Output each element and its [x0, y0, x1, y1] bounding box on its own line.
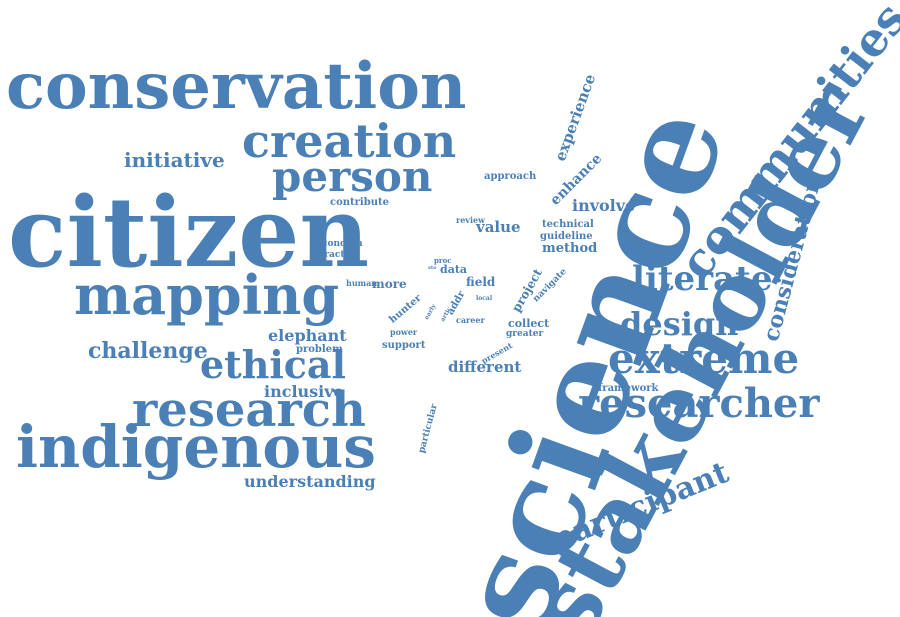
word-initiative: initiative	[124, 148, 225, 172]
word-framework: framework	[598, 383, 659, 394]
word-support: support	[382, 340, 426, 351]
word-elephant: elephant	[268, 326, 347, 345]
word-guideline: guideline	[540, 231, 593, 242]
word-particular: particular	[417, 402, 440, 455]
word-method: method	[542, 241, 598, 256]
word-proc: proc	[434, 256, 452, 265]
word-local: local	[476, 295, 493, 302]
word-collect: collect	[508, 317, 550, 330]
word-indigenous: indigenous	[16, 413, 376, 481]
word-ethical: ethical	[200, 342, 346, 387]
word-more: more	[372, 277, 407, 291]
word-extreme: extreme	[608, 334, 800, 383]
word-literate: literate	[632, 259, 773, 299]
word-career: career	[456, 315, 485, 325]
word-technical: technical	[542, 219, 594, 230]
word-understanding: understanding	[244, 472, 376, 491]
word-greater: greater	[506, 329, 544, 339]
word-creation: creation	[242, 114, 457, 168]
word-concern: concern	[322, 239, 363, 249]
word-review: review	[456, 215, 485, 225]
word-different: different	[448, 358, 522, 376]
word-human: human	[346, 278, 378, 288]
word-inclusive: inclusive	[264, 382, 344, 401]
word-conservation: conservation	[6, 49, 467, 124]
word-hunter: hunter	[387, 292, 424, 326]
word-field: field	[466, 275, 496, 289]
word-sto: sto	[428, 265, 437, 271]
word-value: value	[476, 218, 521, 236]
word-practice: practice	[318, 250, 360, 260]
word-data: data	[440, 263, 468, 276]
word-citizen: citizen	[8, 176, 370, 289]
word-contribute: contribute	[330, 197, 389, 208]
word-design: design	[620, 305, 739, 343]
word-researcher: researcher	[578, 380, 820, 427]
word-mapping: mapping	[74, 263, 340, 327]
word-approach: approach	[484, 171, 537, 182]
word-challenge: challenge	[88, 338, 208, 364]
word-early: early	[423, 303, 438, 321]
word-involve: involve	[572, 196, 636, 215]
word-person: person	[272, 152, 433, 201]
word-problem: problem	[296, 344, 343, 355]
word-research: research	[132, 382, 366, 438]
word-power: power	[390, 327, 418, 337]
